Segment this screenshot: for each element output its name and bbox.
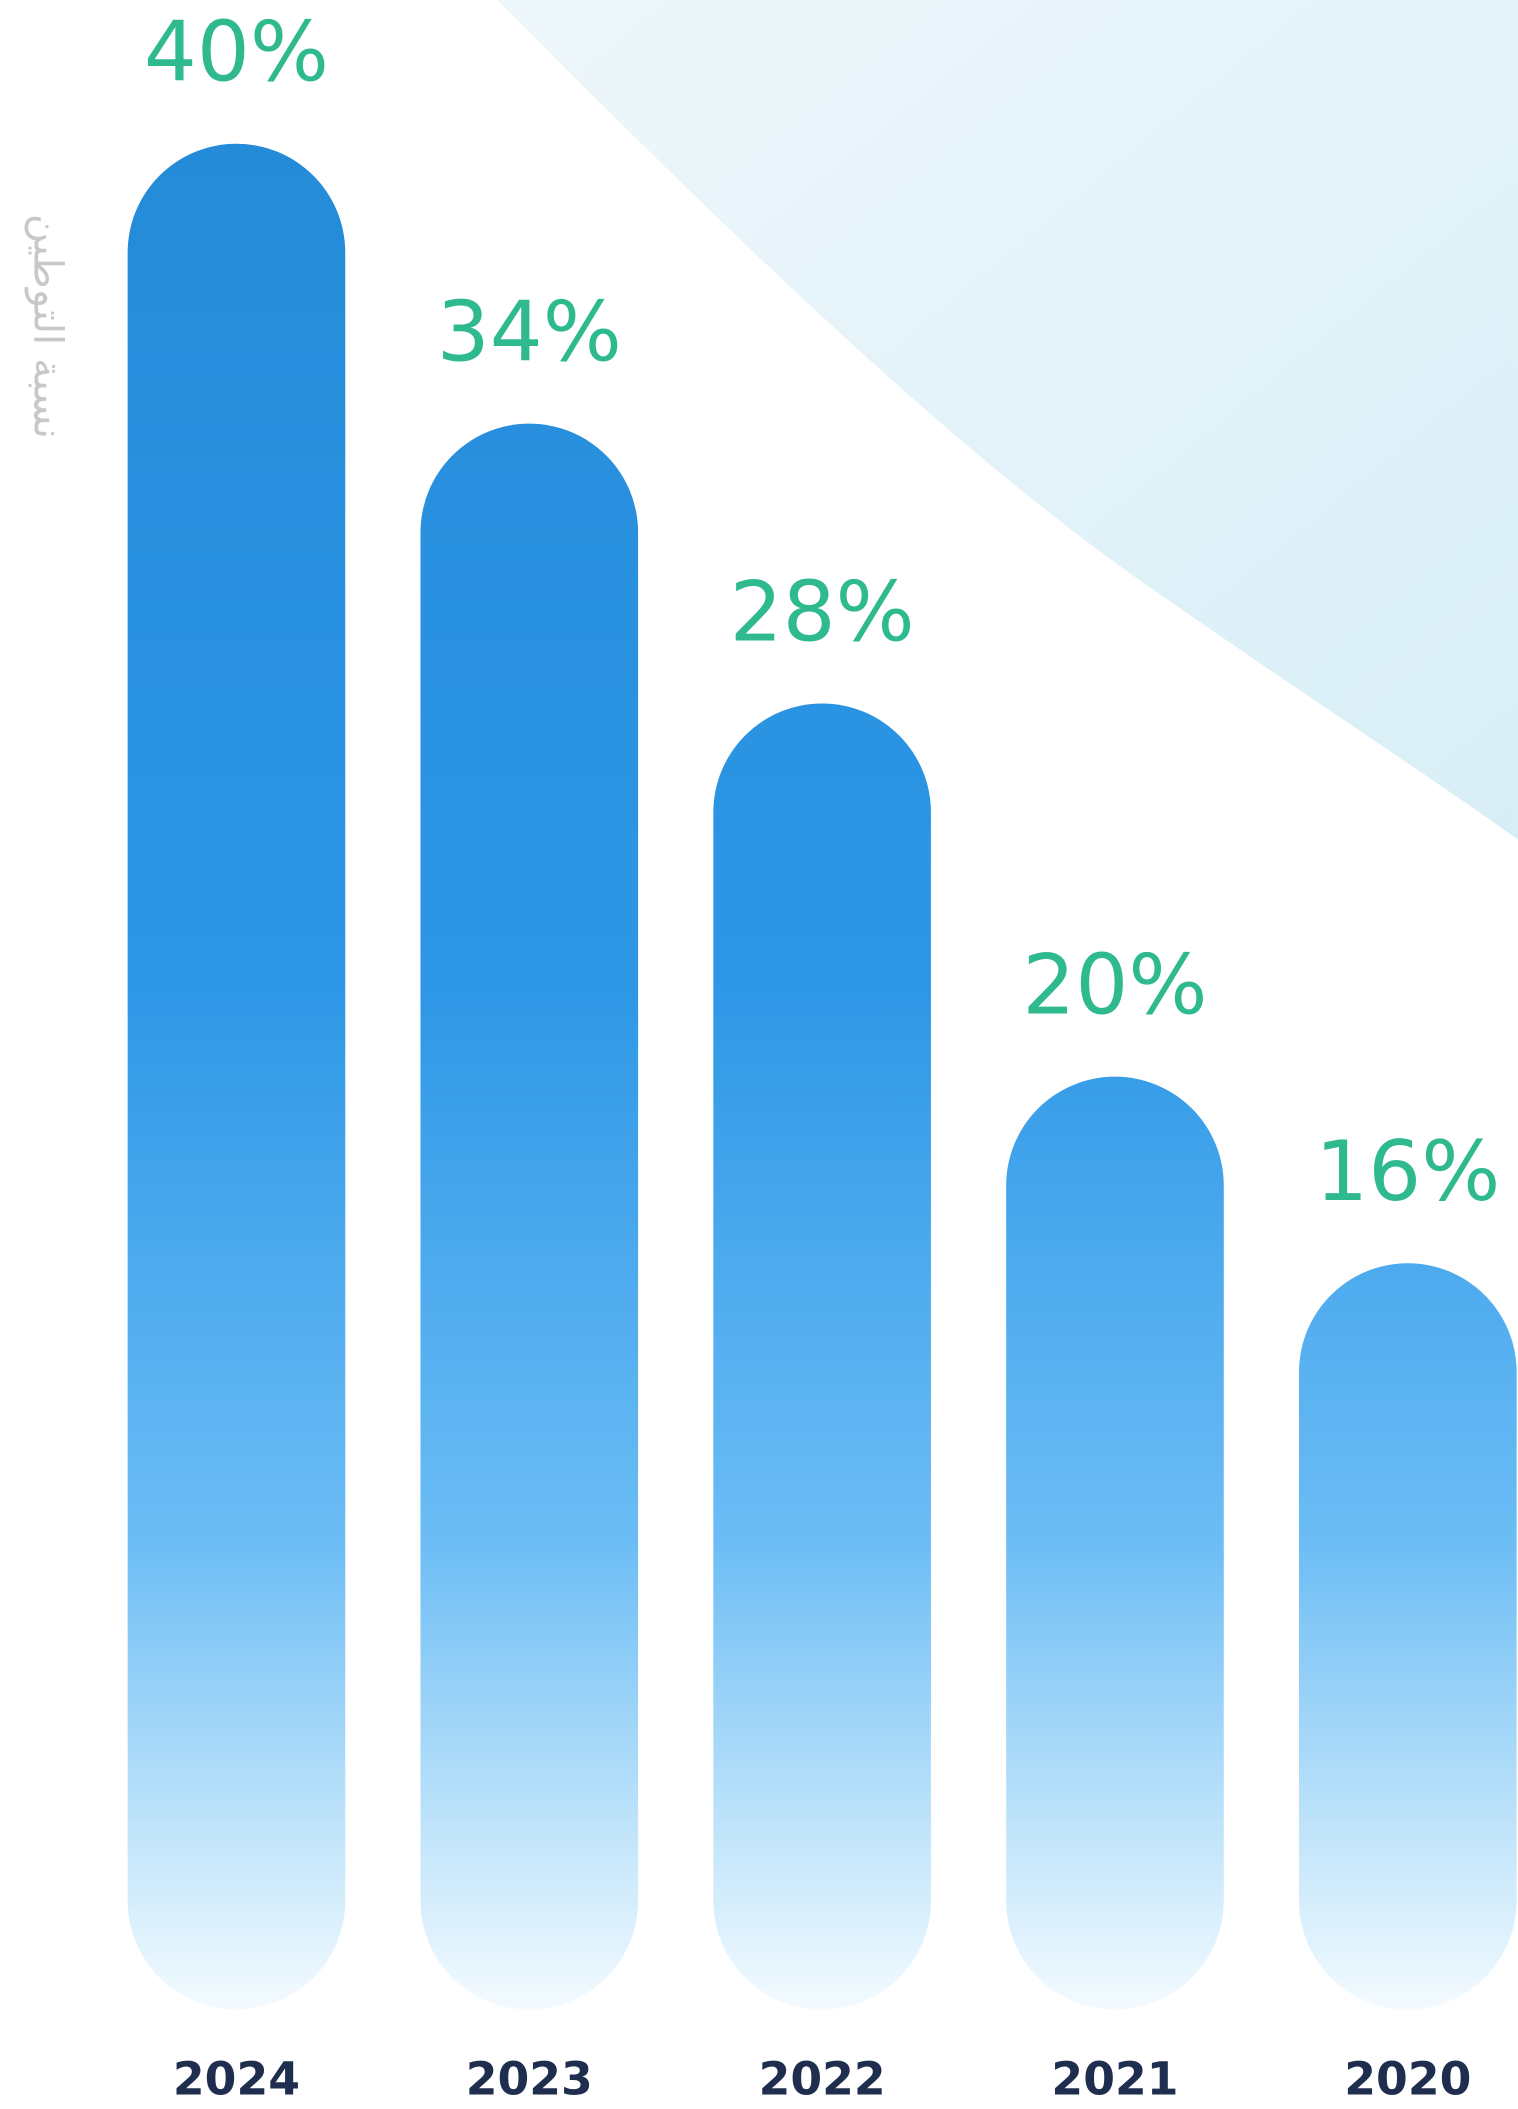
bar [1006,1076,1224,2010]
value-label: 34% [437,284,622,381]
bar [420,423,639,2010]
value-label: 20% [1022,937,1207,1034]
value-label: 16% [1315,1123,1500,1220]
bar [1299,1263,1517,2010]
x-tick-label: 2023 [466,2053,593,2106]
value-label: 28% [730,563,915,660]
bar [713,703,931,2010]
x-tick-label: 2020 [1344,2053,1471,2106]
x-tick-label: 2024 [173,2053,300,2106]
bar [127,143,346,2010]
x-tick-label: 2021 [1051,2053,1178,2106]
y-axis-label: نسبة التوطين [25,214,72,439]
x-tick-label: 2022 [759,2053,886,2106]
background-shape [497,0,1518,840]
value-label: 40% [144,4,329,101]
